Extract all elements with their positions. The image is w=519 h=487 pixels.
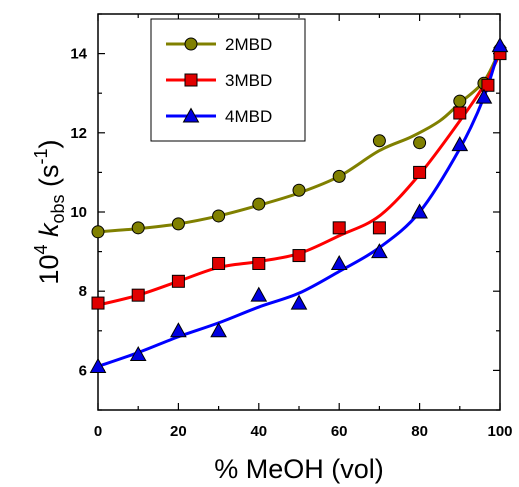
x-tick-label: 20 xyxy=(170,423,187,440)
data-point-2mbd xyxy=(413,136,427,150)
data-point-3mbd xyxy=(453,106,467,120)
data-point-3mbd xyxy=(91,296,105,310)
legend-marker-2mbd xyxy=(184,37,198,51)
data-point-4mbd xyxy=(451,136,469,152)
data-point-2mbd xyxy=(252,197,266,211)
data-point-3mbd xyxy=(372,221,386,235)
legend-marker-3mbd xyxy=(184,73,198,87)
data-point-3mbd xyxy=(413,165,427,179)
data-point-2mbd xyxy=(453,94,467,108)
y-tick-label: 12 xyxy=(70,125,87,142)
data-point-4mbd xyxy=(129,346,147,362)
data-points xyxy=(89,37,509,373)
legend-label-4mbd: 4MBD xyxy=(225,107,272,126)
data-point-3mbd xyxy=(212,256,226,270)
x-axis-title: % MeOH (vol) xyxy=(214,454,384,484)
data-point-3mbd xyxy=(481,78,495,92)
y-axis-title: 104 kobs (s-1) xyxy=(31,139,68,284)
data-point-3mbd xyxy=(332,221,346,235)
data-point-4mbd xyxy=(371,243,388,259)
legend-marker-4mbd xyxy=(182,107,200,123)
legend-label-3mbd: 3MBD xyxy=(225,71,272,90)
x-tick-label: 0 xyxy=(94,423,102,440)
x-tick-label: 100 xyxy=(487,423,512,440)
legend: 2MBD 3MBD 4MBD xyxy=(150,18,306,142)
data-point-2mbd xyxy=(332,169,346,183)
data-point-4mbd xyxy=(475,88,493,104)
data-point-2mbd xyxy=(212,209,226,223)
data-point-4mbd xyxy=(330,254,348,270)
data-point-4mbd xyxy=(170,322,187,338)
x-tick-labels: 0 20 40 60 80 100 xyxy=(94,423,513,440)
data-point-4mbd xyxy=(491,37,509,53)
data-point-2mbd xyxy=(171,217,185,231)
x-tick-label: 60 xyxy=(331,423,348,440)
data-point-2mbd xyxy=(292,183,306,197)
y-tick-label: 6 xyxy=(79,362,87,379)
y-tick-label: 8 xyxy=(79,283,87,300)
data-point-4mbd xyxy=(411,203,428,219)
y-tick-labels: 6 8 10 12 14 xyxy=(70,46,87,380)
y-tick-label: 10 xyxy=(70,204,87,221)
data-point-4mbd xyxy=(89,357,107,373)
legend-label-2mbd: 2MBD xyxy=(225,35,272,54)
data-point-4mbd xyxy=(290,294,308,310)
data-point-2mbd xyxy=(91,225,105,239)
y-tick-label: 14 xyxy=(70,46,87,63)
data-point-3mbd xyxy=(292,249,306,263)
x-tick-label: 80 xyxy=(411,423,428,440)
data-point-4mbd xyxy=(210,322,227,338)
data-point-3mbd xyxy=(131,288,145,302)
data-point-2mbd xyxy=(131,221,145,235)
data-point-2mbd xyxy=(372,134,386,148)
data-point-3mbd xyxy=(252,256,266,270)
x-tick-label: 40 xyxy=(250,423,267,440)
data-point-3mbd xyxy=(171,274,185,288)
data-point-4mbd xyxy=(250,286,268,302)
